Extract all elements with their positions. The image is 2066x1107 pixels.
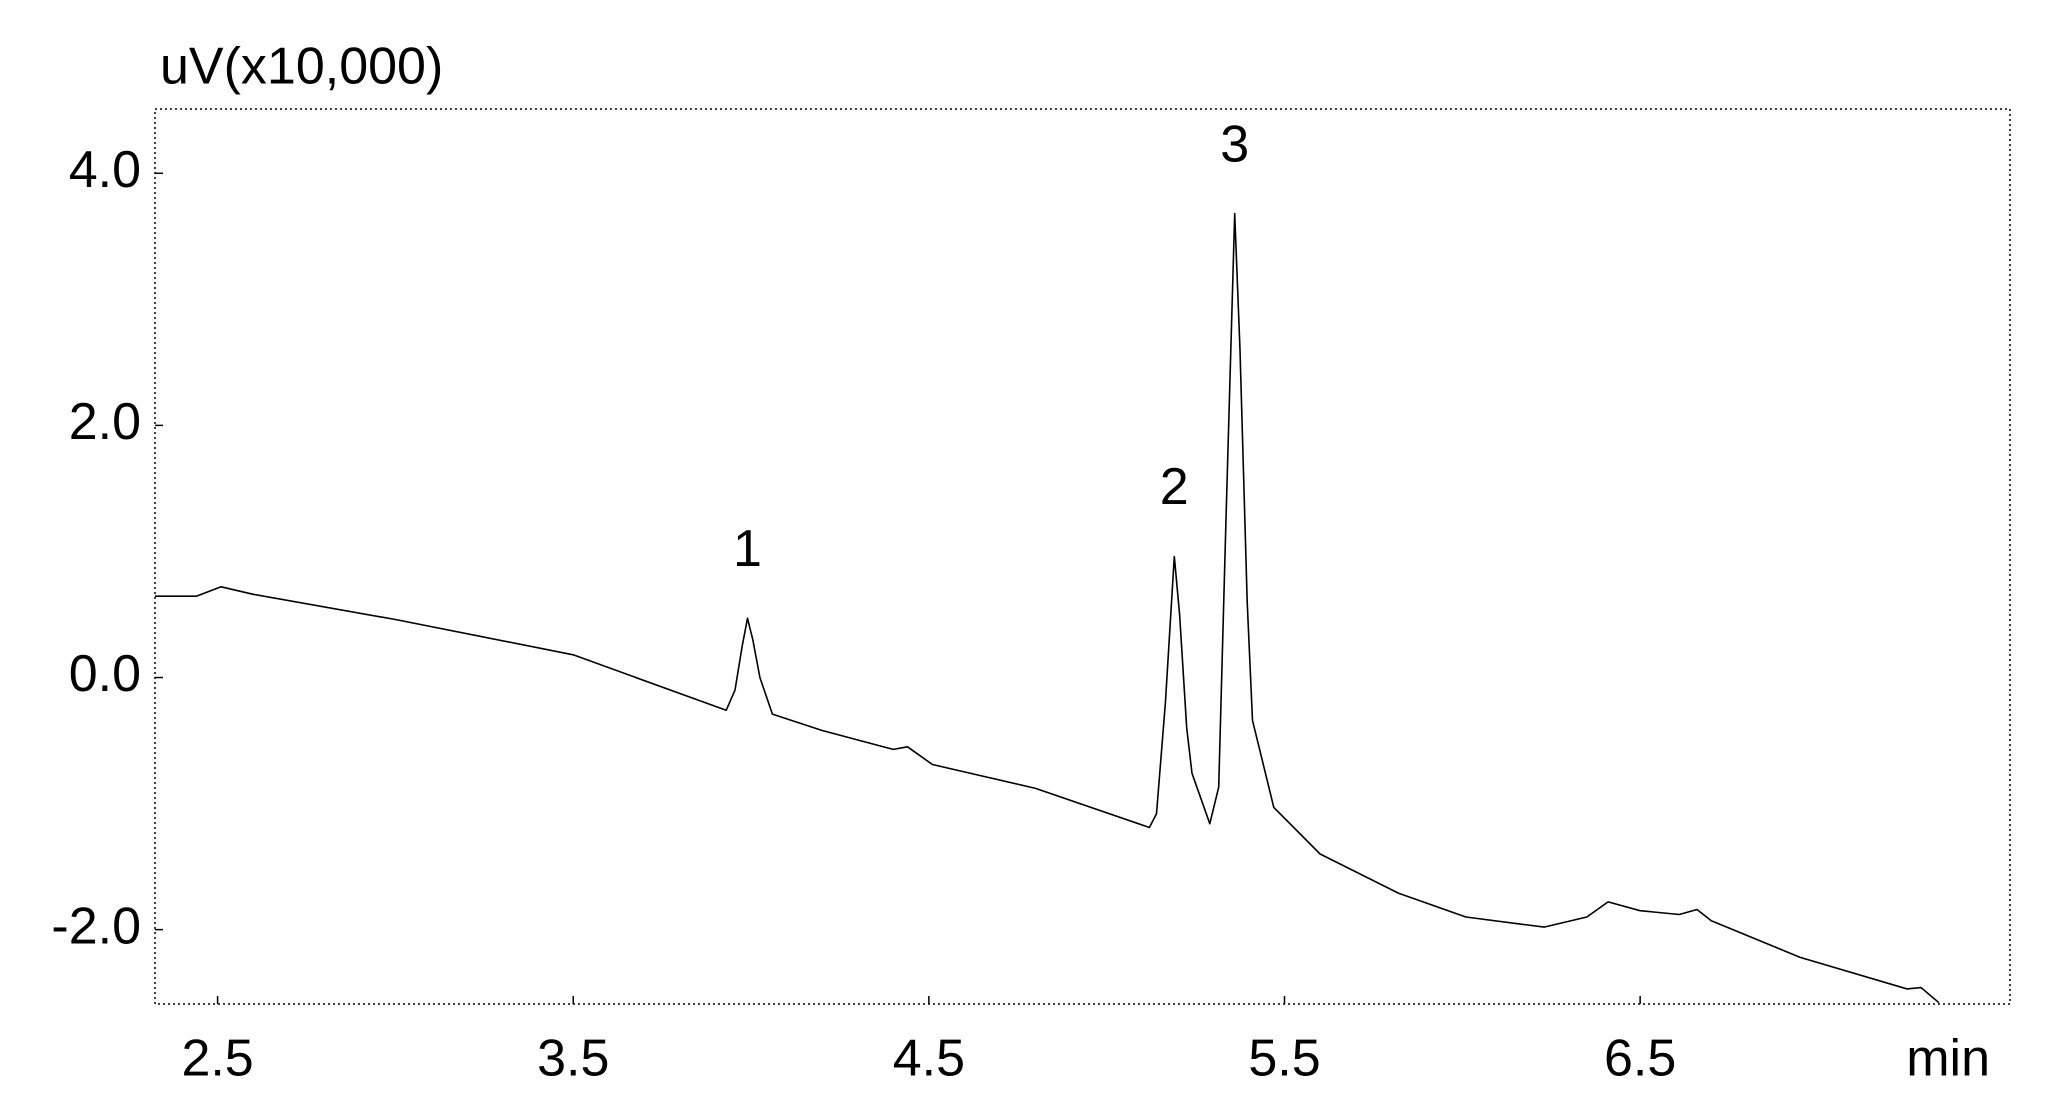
y-axis-label: uV(x10,000) (160, 38, 443, 96)
y-tick-label: -2.0 (51, 897, 141, 955)
y-tick-label: 0.0 (69, 645, 141, 703)
x-axis-label: min (1906, 1030, 1990, 1088)
chromatogram-line (155, 212, 1940, 1004)
x-tick-label: 5.5 (1248, 1030, 1320, 1088)
x-tick-label: 3.5 (537, 1030, 609, 1088)
peak-label: 3 (1220, 115, 1249, 173)
peak-label: 2 (1160, 458, 1189, 516)
plot-frame (154, 108, 2011, 1005)
y-tick-label: 2.0 (69, 393, 141, 451)
x-tick-label: 6.5 (1604, 1030, 1676, 1088)
x-tick-label: 2.5 (181, 1030, 253, 1088)
peak-label: 1 (733, 520, 762, 578)
x-tick-label: 4.5 (893, 1030, 965, 1088)
y-tick-label: 4.0 (69, 141, 141, 199)
